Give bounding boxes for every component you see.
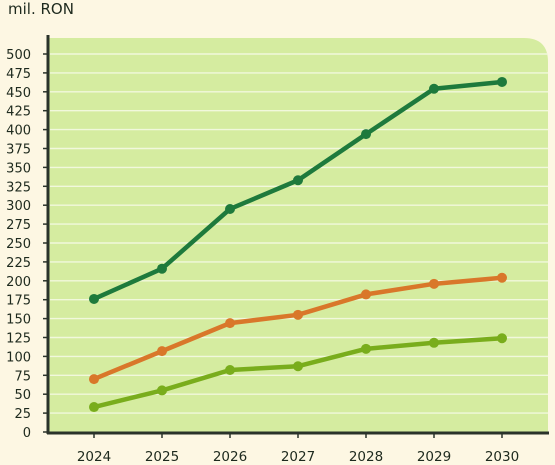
data-point bbox=[361, 289, 371, 300]
y-axis-ticks: 0 25 50 75 100 125 150 175 200 225 250 275 300 325 350… bbox=[6, 48, 48, 441]
y-tick-label: 200 bbox=[6, 275, 31, 290]
y-tick-label: 100 bbox=[6, 350, 31, 365]
data-point bbox=[225, 203, 235, 214]
x-tick-label: 2027 bbox=[281, 449, 315, 465]
grid-lines bbox=[50, 53, 548, 414]
x-axis-ticks: 2024 2025 2026 2027 2028 2029 2030 bbox=[77, 433, 519, 465]
y-tick-label: 350 bbox=[6, 161, 31, 176]
y-tick-label: 0 bbox=[23, 426, 31, 441]
data-point bbox=[157, 385, 167, 396]
y-tick-label: 225 bbox=[6, 256, 31, 271]
data-point bbox=[89, 402, 99, 413]
data-point bbox=[361, 129, 371, 140]
data-point bbox=[497, 272, 507, 283]
plot-background bbox=[48, 38, 548, 432]
data-point bbox=[293, 361, 303, 372]
y-tick-label: 475 bbox=[6, 67, 31, 82]
data-point bbox=[89, 374, 99, 385]
data-point bbox=[429, 278, 439, 289]
x-tick-label: 2030 bbox=[485, 449, 519, 465]
data-point bbox=[361, 343, 371, 354]
y-tick-label: 50 bbox=[14, 388, 31, 403]
y-tick-label: 300 bbox=[6, 199, 31, 214]
x-tick-label: 2025 bbox=[145, 449, 179, 465]
y-unit-label: mil. RON bbox=[8, 0, 74, 18]
series-1 bbox=[89, 76, 507, 304]
y-tick-label: 500 bbox=[6, 48, 31, 63]
y-tick-label: 25 bbox=[14, 407, 31, 422]
y-tick-label: 250 bbox=[6, 237, 31, 252]
data-point bbox=[89, 293, 99, 304]
data-point bbox=[497, 333, 507, 344]
y-tick-label: 125 bbox=[6, 332, 31, 347]
y-tick-label: 450 bbox=[6, 86, 31, 101]
data-point bbox=[293, 309, 303, 320]
x-tick-label: 2026 bbox=[213, 449, 247, 465]
x-tick-label: 2029 bbox=[417, 449, 451, 465]
x-tick-label: 2028 bbox=[349, 449, 383, 465]
data-point bbox=[429, 337, 439, 348]
data-point bbox=[429, 83, 439, 94]
y-tick-label: 150 bbox=[6, 313, 31, 328]
y-tick-label: 325 bbox=[6, 180, 31, 195]
data-point bbox=[157, 346, 167, 357]
y-tick-label: 375 bbox=[6, 143, 31, 158]
data-point bbox=[293, 175, 303, 186]
data-point bbox=[225, 365, 235, 376]
y-tick-label: 75 bbox=[14, 369, 31, 384]
data-point bbox=[157, 263, 167, 274]
data-point bbox=[225, 318, 235, 329]
data-point bbox=[497, 76, 507, 87]
x-tick-label: 2024 bbox=[77, 449, 111, 465]
series-3 bbox=[89, 333, 507, 413]
series-group bbox=[89, 76, 507, 413]
y-tick-label: 400 bbox=[6, 124, 31, 139]
y-tick-label: 425 bbox=[6, 105, 31, 120]
series-2 bbox=[89, 272, 507, 385]
y-tick-label: 275 bbox=[6, 218, 31, 233]
y-tick-label: 175 bbox=[6, 294, 31, 309]
